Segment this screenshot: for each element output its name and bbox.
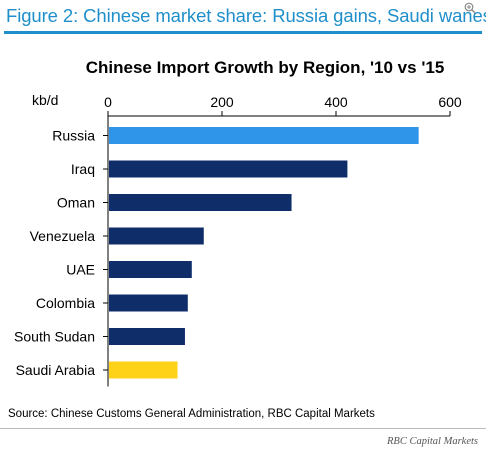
x-tick-label: 400 [324, 94, 348, 110]
bar-uae [109, 261, 192, 278]
bar-saudi-arabia [109, 361, 178, 379]
zoom-in-icon[interactable] [464, 2, 476, 14]
heading-rule [4, 31, 482, 34]
bottom-rule [0, 428, 486, 429]
unit-label: kb/d [32, 92, 59, 108]
credit-label: RBC Capital Markets [387, 436, 478, 447]
source-note: Source: Chinese Customs General Administ… [8, 408, 375, 420]
x-tick-label: 0 [104, 94, 112, 110]
category-label: UAE [66, 262, 95, 278]
bar-south-sudan [109, 328, 185, 345]
figure-heading: Figure 2: Chinese market share: Russia g… [0, 0, 486, 34]
x-tick-label: 600 [438, 94, 462, 110]
figure-title: Figure 2: Chinese market share: Russia g… [6, 5, 486, 26]
bar-chart: 0 200 400 600 Russia Iraq Oman Venezuela UAE Colo… [14, 94, 462, 387]
bar-oman [109, 194, 292, 211]
category-label: Oman [57, 195, 95, 211]
category-label: Saudi Arabia [16, 362, 96, 378]
category-label: Russia [52, 128, 95, 144]
category-label: South Sudan [14, 329, 95, 345]
category-label: Iraq [71, 161, 95, 177]
bar-iraq [109, 160, 348, 178]
chart-title: Chinese Import Growth by Region, '10 vs … [85, 58, 445, 77]
bar-russia [109, 127, 419, 144]
bar-venezuela [109, 227, 204, 245]
bar-colombia [109, 294, 188, 312]
category-label: Colombia [36, 295, 95, 311]
x-tick-label: 200 [210, 94, 234, 110]
category-label: Venezuela [30, 228, 96, 244]
